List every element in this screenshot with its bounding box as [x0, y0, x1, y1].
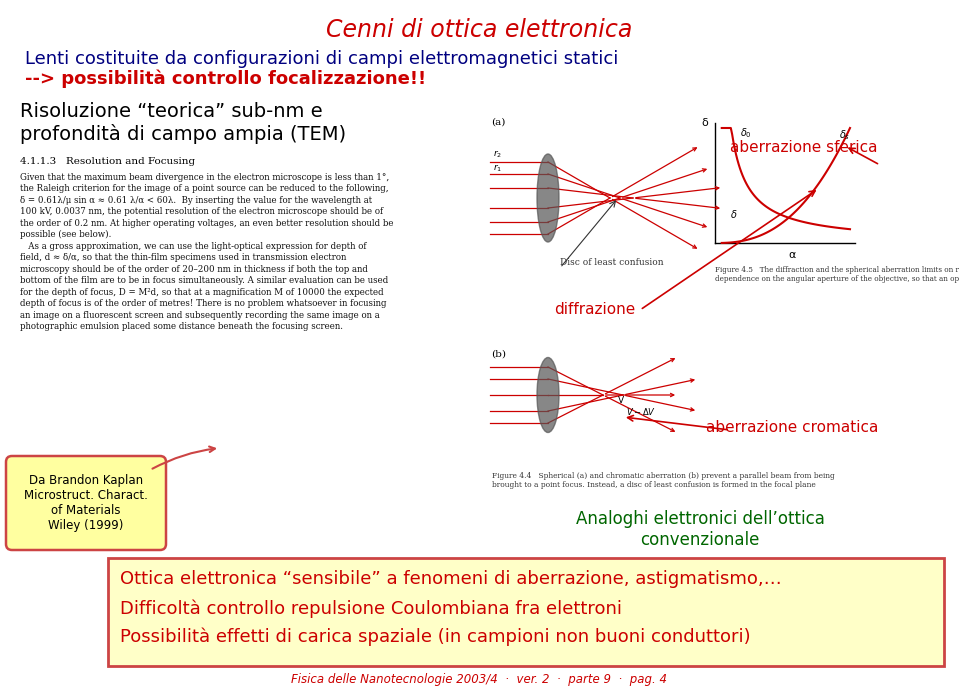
Text: Da Brandon Kaplan
Microstruct. Charact.
of Materials
Wiley (1999): Da Brandon Kaplan Microstruct. Charact. …	[24, 474, 148, 532]
Text: $\delta_s$: $\delta_s$	[839, 128, 850, 142]
Text: Fisica delle Nanotecnologie 2003/4  ·  ver. 2  ·  parte 9  ·  pag. 4: Fisica delle Nanotecnologie 2003/4 · ver…	[291, 673, 667, 686]
Text: Figure 4.4   Spherical (a) and chromatic aberration (b) prevent a parallel beam : Figure 4.4 Spherical (a) and chromatic a…	[492, 472, 834, 489]
Text: Given that the maximum beam divergence in the electron microscope is less than 1: Given that the maximum beam divergence i…	[20, 173, 393, 331]
Text: (a): (a)	[491, 118, 505, 127]
Text: --> possibilità controllo focalizzazione!!: --> possibilità controllo focalizzazione…	[25, 70, 426, 88]
Text: 4.1.1.3   Resolution and Focusing: 4.1.1.3 Resolution and Focusing	[20, 157, 195, 166]
Text: V: V	[618, 396, 624, 405]
Ellipse shape	[537, 358, 559, 432]
Text: Ottica elettronica “sensibile” a fenomeni di aberrazione, astigmatismo,…: Ottica elettronica “sensibile” a fenomen…	[120, 570, 782, 588]
Text: Lenti costituite da configurazioni di campi elettromagnetici statici: Lenti costituite da configurazioni di ca…	[25, 50, 619, 68]
Text: $r_2$: $r_2$	[493, 148, 503, 160]
Text: Difficoltà controllo repulsione Coulombiana fra elettroni: Difficoltà controllo repulsione Coulombi…	[120, 600, 622, 619]
Text: α: α	[789, 250, 796, 260]
Text: aberrazione sferica: aberrazione sferica	[731, 140, 878, 155]
Text: (b): (b)	[491, 350, 506, 359]
Ellipse shape	[537, 154, 559, 242]
Text: Cenni di ottica elettronica: Cenni di ottica elettronica	[326, 18, 632, 42]
Text: $\delta_0$: $\delta_0$	[740, 126, 752, 140]
Text: Analoghi elettronici dell’ottica
convenzionale: Analoghi elettronici dell’ottica convenz…	[575, 510, 825, 549]
Text: $\delta$: $\delta$	[730, 208, 737, 220]
Text: Figure 4.5   The diffraction and the spherical aberration limits on resolution h: Figure 4.5 The diffraction and the spher…	[715, 266, 959, 283]
Text: Risoluzione “teorica” sub-nm e
profondità di campo ampia (TEM): Risoluzione “teorica” sub-nm e profondit…	[20, 102, 346, 144]
Text: δ: δ	[702, 118, 709, 128]
Text: Disc of least confusion: Disc of least confusion	[560, 258, 664, 267]
Text: Possibilità effetti di carica spaziale (in campioni non buoni conduttori): Possibilità effetti di carica spaziale (…	[120, 628, 751, 647]
Text: diffrazione: diffrazione	[553, 303, 635, 317]
Text: $r_1$: $r_1$	[493, 162, 503, 174]
Text: $V-\Delta V$: $V-\Delta V$	[626, 406, 656, 417]
FancyBboxPatch shape	[108, 558, 944, 666]
FancyBboxPatch shape	[6, 456, 166, 550]
Text: aberrazione cromatica: aberrazione cromatica	[706, 420, 878, 435]
